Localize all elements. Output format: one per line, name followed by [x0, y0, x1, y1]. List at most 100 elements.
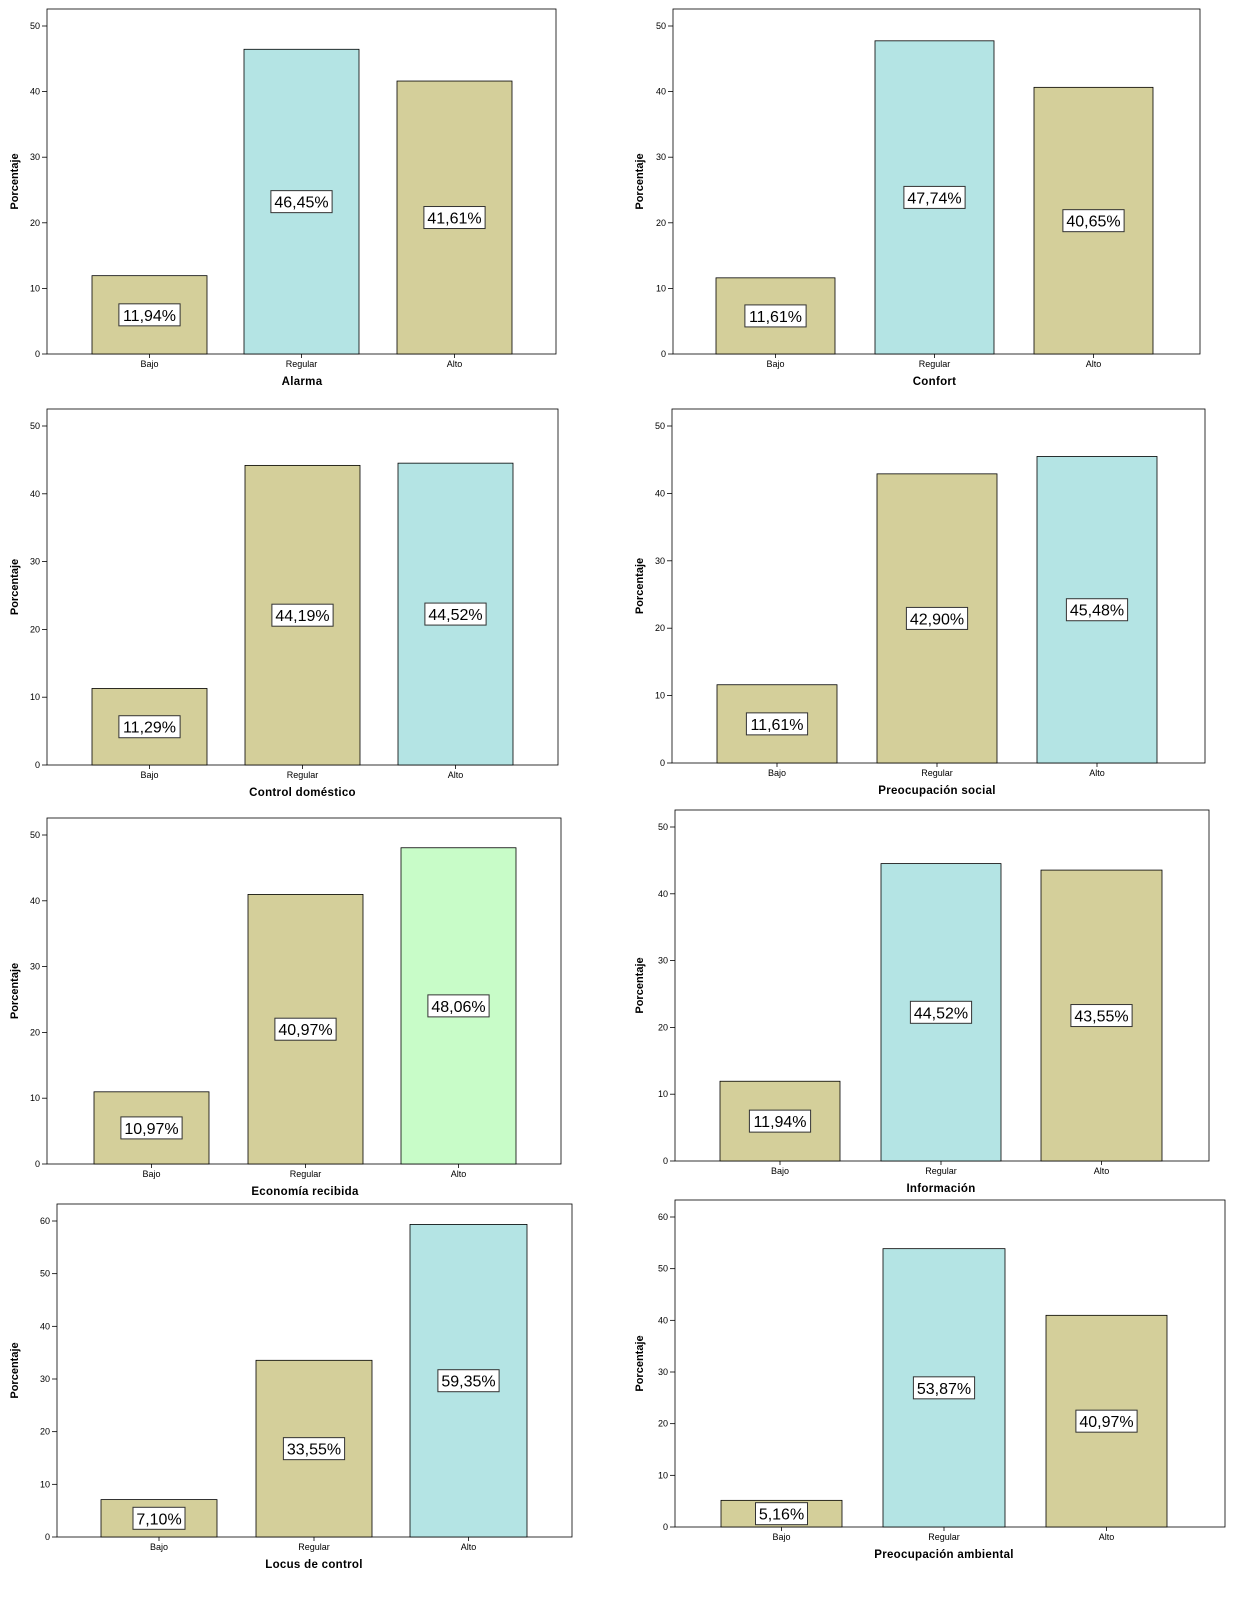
y-tick-label: 30: [30, 962, 40, 972]
data-label-bajo: 11,61%: [749, 309, 802, 326]
x-axis-label: Preocupación ambiental: [874, 1549, 1014, 1561]
y-tick-label: 40: [655, 488, 665, 498]
y-axis-label: Porcentaje: [634, 957, 646, 1013]
y-tick-label: 0: [661, 349, 666, 359]
x-tick-label-bajo: Bajo: [140, 359, 158, 369]
chart-svg: 0 10 20 30 40 50 Porcentaje Bajo 11,94% Regular 44…: [634, 809, 1210, 1195]
y-tick-label: 10: [658, 1089, 668, 1099]
y-tick-label: 50: [40, 1269, 50, 1279]
chart-panel-informacion: 0 10 20 30 40 50 Porcentaje Bajo 11,94% Regular 44…: [625, 806, 1225, 1196]
chart-svg: 0 10 20 30 40 50 60 Porcentaje Bajo 5,16% Regular 5…: [634, 1199, 1226, 1561]
data-label-alto: 45,48%: [1070, 603, 1124, 620]
data-label-box: [120, 1116, 183, 1140]
y-tick-label: 50: [30, 421, 40, 431]
data-label-box: [745, 712, 809, 736]
data-label-bajo: 7,10%: [136, 1511, 181, 1528]
data-label-bajo: 11,61%: [750, 717, 803, 734]
y-tick-label: 0: [663, 1522, 668, 1532]
y-axis-label: Porcentaje: [634, 1335, 646, 1391]
data-label-box: [282, 1437, 346, 1461]
data-label-box: [748, 1109, 812, 1133]
data-label-box: [424, 602, 487, 626]
data-label-regular: 46,45%: [274, 195, 328, 212]
x-tick-label-alto: Alto: [451, 1169, 467, 1179]
x-axis-label: Preocupación social: [878, 785, 996, 797]
chart-panel-economia-recibida: 0 10 20 30 40 50 Porcentaje Bajo 10,97% Regular 40…: [0, 806, 600, 1198]
data-label-alto: 40,65%: [1066, 214, 1120, 231]
x-tick-label-bajo: Bajo: [771, 1166, 789, 1176]
chart-svg: 0 10 20 30 40 50 Porcentaje Bajo 11,61% Regular 42…: [634, 408, 1206, 797]
data-label-box: [437, 1369, 500, 1393]
data-label-bajo: 11,29%: [123, 720, 176, 737]
y-tick-label: 20: [30, 1027, 40, 1037]
data-label-bajo: 10,97%: [124, 1121, 178, 1138]
data-label-box: [903, 185, 966, 209]
x-tick-label-alto: Alto: [1099, 1532, 1115, 1542]
x-tick-label-alto: Alto: [1094, 1166, 1110, 1176]
y-tick-label: 30: [30, 152, 40, 162]
y-tick-label: 20: [658, 1419, 668, 1429]
y-tick-label: 0: [35, 760, 40, 770]
y-tick-label: 10: [658, 1470, 668, 1480]
x-tick-label-alto: Alto: [447, 359, 463, 369]
data-label-box: [274, 1017, 337, 1041]
y-tick-label: 50: [658, 1264, 668, 1274]
y-tick-label: 10: [40, 1479, 50, 1489]
chart-svg: 0 10 20 30 40 50 Porcentaje Bajo 10,97% Regular 40…: [9, 817, 562, 1198]
x-axis-label: Confort: [913, 376, 957, 388]
y-tick-label: 60: [40, 1216, 50, 1226]
data-label-box: [270, 190, 333, 214]
y-tick-label: 10: [30, 1093, 40, 1103]
y-tick-label: 10: [30, 692, 40, 702]
x-tick-label-regular: Regular: [290, 1169, 322, 1179]
data-label-box: [755, 1502, 808, 1526]
data-label-regular: 47,74%: [907, 190, 961, 207]
x-tick-label-regular: Regular: [921, 768, 953, 778]
x-tick-label-alto: Alto: [448, 770, 464, 780]
y-tick-label: 40: [658, 1315, 668, 1325]
y-tick-label: 20: [30, 218, 40, 228]
data-label-box: [132, 1506, 186, 1530]
x-tick-label-bajo: Bajo: [768, 768, 786, 778]
x-tick-label-bajo: Bajo: [150, 1542, 168, 1552]
y-tick-label: 30: [658, 956, 668, 966]
data-label-regular: 40,97%: [278, 1022, 332, 1039]
data-label-box: [912, 1376, 976, 1400]
data-label-box: [1070, 1004, 1133, 1028]
x-tick-label-bajo: Bajo: [766, 359, 784, 369]
y-tick-label: 20: [40, 1427, 50, 1437]
y-tick-label: 0: [663, 1156, 668, 1166]
y-tick-label: 10: [655, 691, 665, 701]
y-tick-label: 10: [656, 283, 666, 293]
data-label-box: [1075, 1409, 1138, 1433]
y-tick-label: 30: [656, 152, 666, 162]
y-tick-label: 50: [30, 830, 40, 840]
bar-bajo: [716, 684, 838, 764]
x-tick-label-regular: Regular: [925, 1166, 957, 1176]
data-label-regular: 53,87%: [917, 1381, 971, 1398]
data-label-regular: 33,55%: [287, 1442, 341, 1459]
data-label-alto: 48,06%: [431, 999, 485, 1016]
data-label-box: [905, 606, 969, 630]
x-tick-label-regular: Regular: [298, 1542, 330, 1552]
x-tick-label-bajo: Bajo: [142, 1169, 160, 1179]
x-tick-label-alto: Alto: [1086, 359, 1102, 369]
chart-svg: 0 10 20 30 40 50 Porcentaje Bajo 11,29% Regular 44…: [9, 408, 559, 799]
data-label-regular: 42,90%: [910, 611, 964, 628]
x-axis-label: Locus de control: [265, 1559, 362, 1571]
data-label-bajo: 11,94%: [123, 308, 176, 325]
data-label-alto: 59,35%: [441, 1374, 495, 1391]
x-tick-label-regular: Regular: [286, 359, 318, 369]
data-label-alto: 44,52%: [428, 607, 482, 624]
data-label-box: [1062, 209, 1125, 233]
x-tick-label-regular: Regular: [287, 770, 319, 780]
y-tick-label: 0: [35, 1159, 40, 1169]
y-tick-label: 40: [30, 896, 40, 906]
y-tick-label: 40: [658, 889, 668, 899]
y-axis-label: Porcentaje: [634, 153, 646, 209]
y-axis-label: Porcentaje: [9, 559, 21, 615]
chart-panel-alarma: 0 10 20 30 40 50 Porcentaje Bajo 11,94% Regular 46…: [0, 0, 600, 400]
chart-svg: 0 10 20 30 40 50 60 Porcentaje Bajo 7,10% Regular 3…: [9, 1203, 573, 1571]
data-label-regular: 44,19%: [275, 608, 329, 625]
chart-panel-preocupacion-social: 0 10 20 30 40 50 Porcentaje Bajo 11,61% Regular 42…: [625, 402, 1225, 804]
